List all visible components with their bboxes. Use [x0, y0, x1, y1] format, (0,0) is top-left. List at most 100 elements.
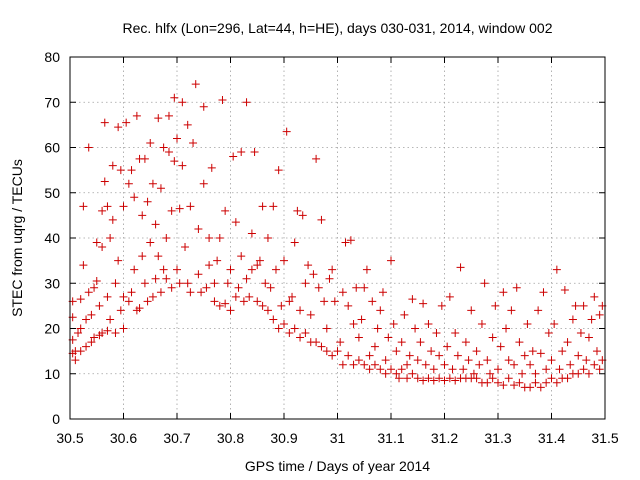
data-point	[542, 365, 551, 374]
data-point	[507, 306, 516, 315]
data-point	[472, 374, 481, 383]
x-tick-label: 31.5	[591, 430, 618, 446]
data-point	[285, 297, 294, 306]
data-point	[156, 184, 165, 193]
data-point	[92, 276, 101, 285]
data-point	[116, 306, 125, 315]
grid	[70, 57, 605, 419]
data-point	[448, 365, 457, 374]
data-point	[373, 324, 382, 333]
y-axis-label: STEC from uqrg / TECUs	[9, 159, 25, 317]
data-point	[445, 292, 454, 301]
data-point	[87, 338, 96, 347]
data-point	[296, 306, 305, 315]
data-point	[175, 279, 184, 288]
data-point	[237, 148, 246, 157]
data-point	[151, 274, 160, 283]
data-point	[595, 365, 604, 374]
data-point	[566, 360, 575, 369]
data-point	[178, 98, 187, 107]
data-point	[84, 288, 93, 297]
data-point	[103, 326, 112, 335]
data-point	[173, 265, 181, 274]
data-point	[496, 342, 505, 351]
data-point	[258, 202, 267, 211]
data-point	[475, 360, 484, 369]
data-point	[146, 138, 155, 147]
data-point	[451, 376, 460, 385]
data-point	[558, 347, 567, 356]
data-point	[215, 234, 224, 242]
data-point	[357, 315, 366, 324]
data-point	[477, 319, 486, 328]
data-point	[231, 292, 240, 301]
data-point	[346, 236, 355, 245]
data-point	[170, 93, 179, 102]
data-point	[349, 360, 358, 369]
x-tick-label: 31.2	[431, 430, 458, 446]
data-point	[400, 310, 409, 319]
data-point	[119, 324, 128, 333]
data-point	[411, 324, 420, 333]
data-point	[76, 324, 85, 333]
data-point	[499, 381, 508, 390]
data-point	[456, 263, 465, 272]
data-point	[290, 238, 299, 247]
data-point	[103, 292, 112, 301]
data-point	[84, 143, 93, 152]
data-point	[467, 306, 476, 315]
data-point	[472, 347, 481, 356]
data-point	[197, 288, 206, 297]
data-point	[381, 356, 390, 365]
data-point	[536, 383, 545, 392]
data-point	[159, 265, 168, 274]
data-point	[443, 342, 452, 351]
y-tick-label: 60	[44, 140, 60, 156]
x-tick-label: 31.4	[538, 430, 565, 446]
data-point	[550, 319, 559, 328]
data-point	[395, 374, 404, 383]
data-point	[312, 154, 321, 163]
data-point	[485, 369, 494, 378]
data-point	[314, 283, 323, 292]
data-point	[483, 356, 492, 365]
data-point	[82, 342, 91, 351]
data-point	[387, 365, 395, 374]
x-axis-label: GPS time / Days of year 2014	[245, 458, 430, 474]
data-point	[119, 292, 128, 301]
data-point	[186, 288, 195, 297]
data-point	[221, 206, 230, 215]
data-point	[512, 283, 521, 292]
data-point	[111, 329, 120, 338]
data-point	[261, 279, 270, 288]
data-point	[146, 238, 155, 247]
data-point	[199, 179, 208, 188]
y-tick-label: 20	[44, 321, 60, 337]
x-tick-label: 31	[330, 430, 346, 446]
data-point	[87, 310, 96, 319]
data-point	[584, 369, 593, 378]
data-point	[253, 297, 262, 306]
data-point	[354, 333, 363, 342]
data-point	[175, 204, 184, 213]
data-point	[156, 288, 165, 297]
data-point	[90, 333, 99, 342]
data-point	[539, 288, 548, 297]
data-point	[590, 292, 599, 301]
data-point	[199, 102, 208, 111]
x-tick-label: 30.5	[56, 430, 83, 446]
data-point	[106, 315, 115, 324]
data-point	[205, 261, 214, 270]
data-point	[368, 297, 377, 306]
data-point	[269, 202, 278, 211]
data-point	[76, 295, 85, 304]
data-point	[239, 297, 248, 306]
data-point	[494, 378, 502, 387]
data-point	[280, 319, 288, 328]
data-point	[173, 134, 181, 143]
data-point	[151, 220, 160, 229]
data-point	[435, 374, 444, 383]
data-point	[376, 365, 385, 374]
data-point	[515, 378, 524, 387]
data-point	[584, 333, 593, 342]
